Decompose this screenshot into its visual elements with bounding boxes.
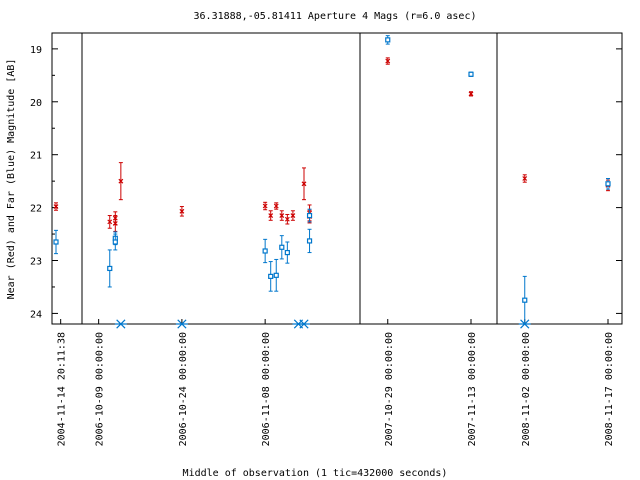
near-red-point (273, 202, 279, 210)
far-blue-point (605, 178, 611, 190)
x-tick-label: 2008-11-17 00:00:00 (604, 332, 615, 446)
upper-limit-marker (175, 319, 188, 329)
x-tick-label: 2007-10-29 00:00:00 (384, 332, 395, 446)
x-marker (385, 58, 391, 64)
y-tick-label: 19 (30, 45, 42, 56)
x-tick-label: 2008-11-02 00:00:00 (521, 332, 532, 446)
x-marker (262, 203, 268, 209)
x-marker (53, 204, 59, 209)
square-marker (284, 249, 290, 256)
y-tick-label: 20 (30, 98, 42, 109)
data-marks (53, 35, 611, 329)
x-marker (522, 176, 528, 181)
x-tick-label: 2006-10-09 00:00:00 (95, 332, 106, 446)
square-marker (522, 297, 528, 303)
far-blue-point (53, 229, 59, 255)
x-marker (284, 216, 290, 222)
plot-area-frame (51, 32, 623, 325)
y-tick-label: 21 (30, 151, 42, 162)
far-blue-point (107, 249, 113, 288)
y-tick-label: 23 (30, 257, 42, 268)
near-red-point (118, 162, 124, 201)
y-tick-label: 22 (30, 204, 42, 215)
y-axis: 19 20 21 22 23 24 (30, 45, 622, 320)
square-marker (605, 181, 611, 187)
far-blue-point (262, 238, 268, 264)
segment-dividers (81, 33, 498, 324)
near-red-point (284, 213, 290, 225)
x-marker (118, 178, 124, 184)
x-marker (112, 221, 118, 226)
near-red-point (290, 210, 296, 221)
x-marker (301, 181, 307, 187)
far-blue-point (468, 71, 474, 77)
asterisk-marker (114, 319, 127, 329)
x-marker (107, 219, 113, 225)
near-red-point (268, 210, 274, 221)
square-marker (273, 272, 279, 278)
chart-title: 36.31888,-05.81411 Aperture 4 Mags (r=6.… (194, 11, 477, 22)
far-blue-point (306, 228, 313, 254)
square-marker (385, 37, 391, 43)
far-blue-point (279, 235, 285, 260)
asterisk-marker (518, 319, 531, 329)
far-blue-point (273, 258, 279, 292)
x-axis-label: Middle of observation (1 tic=432000 seco… (183, 468, 448, 479)
square-marker (306, 238, 313, 244)
square-marker (306, 212, 313, 219)
square-marker (107, 265, 113, 272)
near-red-point (385, 57, 391, 65)
near-red-point (301, 167, 307, 201)
x-tick-label: 2007-11-13 00:00:00 (467, 332, 478, 446)
x-marker (279, 213, 285, 218)
far-blue-point (385, 35, 391, 45)
square-marker (112, 239, 118, 245)
upper-limit-marker (298, 319, 310, 329)
asterisk-marker (298, 319, 310, 329)
y-axis-label: Near (Red) and Far (Blue) Magnitude [AB] (6, 59, 17, 300)
x-marker (179, 208, 185, 214)
near-red-point (262, 201, 268, 211)
far-blue-point (112, 233, 118, 251)
square-marker (468, 71, 474, 77)
square-marker (268, 273, 274, 279)
near-red-point (468, 91, 474, 97)
far-blue-point (522, 275, 528, 325)
far-blue-point (306, 208, 313, 223)
upper-limit-marker (114, 319, 127, 329)
x-axis: 2004-11-14 20:11:38 2006-10-09 00:00:00 20… (57, 319, 615, 446)
x-marker (273, 203, 279, 209)
near-red-point (522, 174, 528, 183)
asterisk-marker (175, 319, 188, 329)
x-tick-label: 2004-11-14 20:11:38 (57, 332, 68, 446)
x-marker (268, 213, 274, 218)
near-red-point (279, 210, 285, 221)
near-red-point (112, 215, 118, 232)
square-marker (262, 248, 268, 254)
square-marker (53, 239, 59, 245)
near-red-point (53, 202, 59, 211)
x-marker (468, 91, 474, 97)
x-tick-label: 2006-11-08 00:00:00 (261, 332, 272, 446)
upper-limit-marker (518, 319, 531, 329)
y-tick-label: 24 (30, 309, 42, 320)
far-blue-point (268, 261, 274, 292)
x-marker (290, 213, 296, 218)
far-blue-point (284, 241, 290, 264)
near-red-point (107, 215, 113, 229)
near-red-point (179, 206, 185, 217)
square-marker (279, 244, 285, 250)
x-tick-label: 2006-10-24 00:00:00 (178, 332, 189, 446)
